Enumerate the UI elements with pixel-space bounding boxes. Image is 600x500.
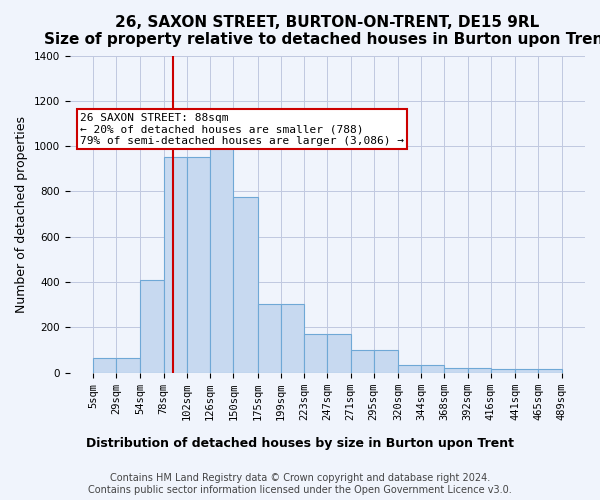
Bar — [467, 368, 491, 373]
Y-axis label: Number of detached properties: Number of detached properties — [15, 116, 28, 312]
Bar — [116, 358, 140, 373]
Bar — [233, 197, 257, 373]
Bar — [421, 365, 445, 373]
Bar — [187, 158, 210, 373]
Bar — [164, 158, 187, 373]
Bar — [350, 350, 374, 373]
Bar — [257, 304, 281, 373]
Title: 26, SAXON STREET, BURTON-ON-TRENT, DE15 9RL
Size of property relative to detache: 26, SAXON STREET, BURTON-ON-TRENT, DE15 … — [44, 15, 600, 48]
Text: 26 SAXON STREET: 88sqm
← 20% of detached houses are smaller (788)
79% of semi-de: 26 SAXON STREET: 88sqm ← 20% of detached… — [80, 112, 404, 146]
Bar — [374, 350, 398, 373]
Text: Distribution of detached houses by size in Burton upon Trent: Distribution of detached houses by size … — [86, 437, 514, 450]
Bar — [445, 368, 467, 373]
Bar — [140, 280, 164, 373]
Bar — [210, 121, 233, 373]
Bar — [398, 365, 421, 373]
Bar — [304, 334, 327, 373]
Bar — [491, 370, 515, 373]
Text: Contains HM Land Registry data © Crown copyright and database right 2024.
Contai: Contains HM Land Registry data © Crown c… — [88, 474, 512, 495]
Bar — [327, 334, 350, 373]
Bar — [281, 304, 304, 373]
Bar — [538, 370, 562, 373]
Bar — [515, 370, 538, 373]
Bar — [93, 358, 116, 373]
